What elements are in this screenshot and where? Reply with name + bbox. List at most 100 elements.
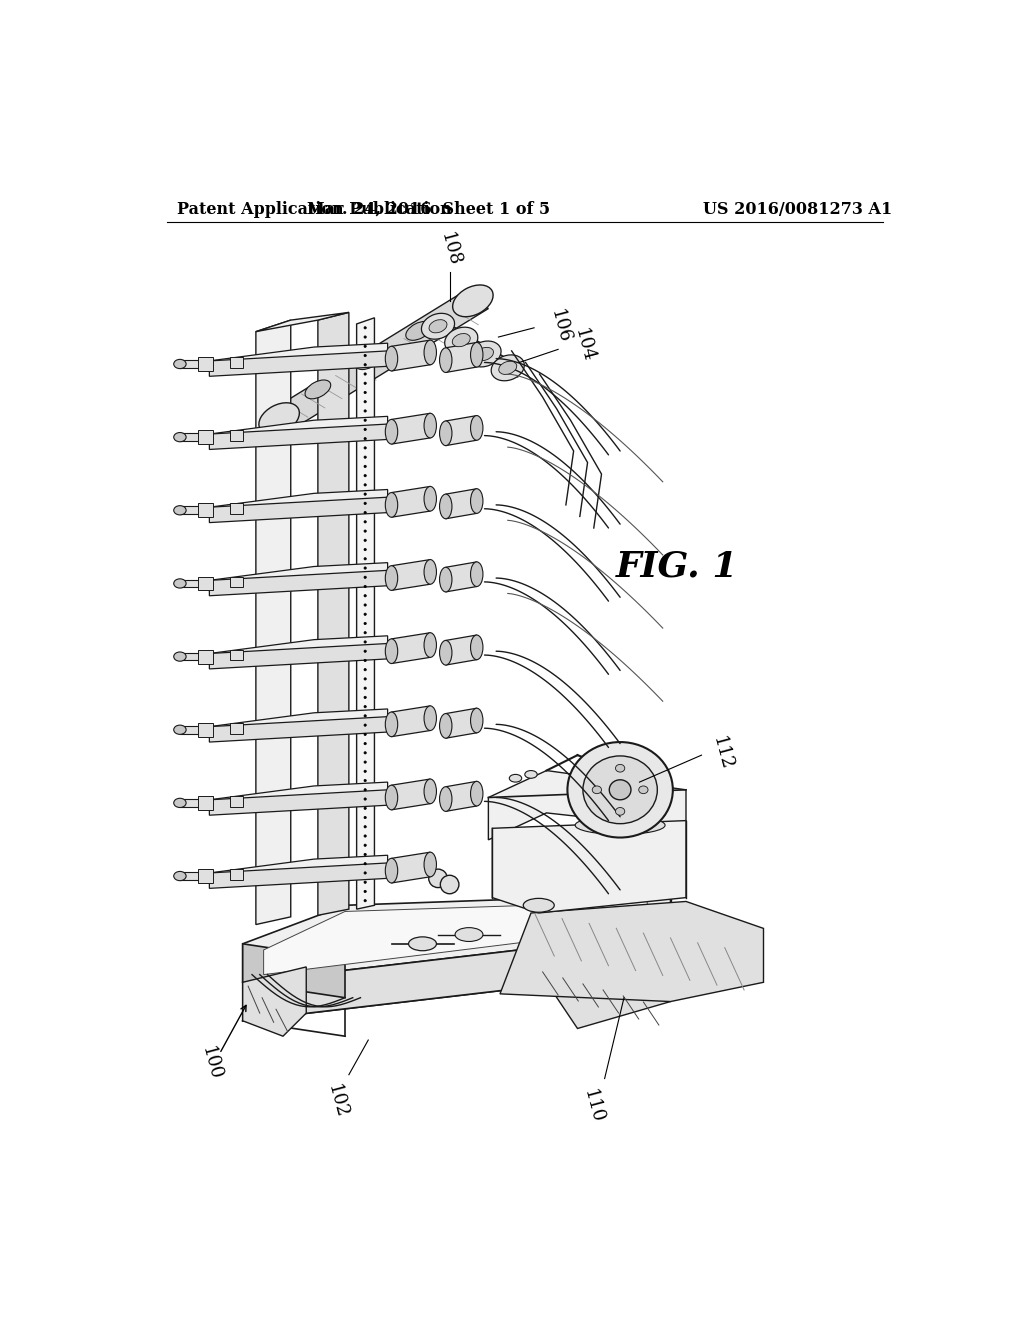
Polygon shape <box>198 430 213 444</box>
Text: 100: 100 <box>198 1044 224 1082</box>
Ellipse shape <box>364 566 367 569</box>
Ellipse shape <box>364 862 367 865</box>
Ellipse shape <box>364 825 367 828</box>
Polygon shape <box>445 635 477 665</box>
Polygon shape <box>539 932 671 1028</box>
Ellipse shape <box>364 520 367 523</box>
Polygon shape <box>198 577 213 590</box>
Ellipse shape <box>524 771 538 779</box>
Ellipse shape <box>364 871 367 874</box>
Polygon shape <box>445 342 477 372</box>
Ellipse shape <box>364 779 367 781</box>
Text: FIG. 1: FIG. 1 <box>615 549 738 583</box>
Ellipse shape <box>453 285 494 317</box>
Ellipse shape <box>364 751 367 754</box>
Ellipse shape <box>364 391 367 393</box>
Polygon shape <box>230 723 243 734</box>
Polygon shape <box>267 293 488 428</box>
Polygon shape <box>391 487 430 517</box>
Ellipse shape <box>364 696 367 698</box>
Polygon shape <box>209 789 388 816</box>
Ellipse shape <box>364 714 367 717</box>
Polygon shape <box>445 416 477 446</box>
Ellipse shape <box>364 880 367 883</box>
Ellipse shape <box>364 326 367 329</box>
Ellipse shape <box>471 342 483 367</box>
Ellipse shape <box>364 816 367 818</box>
Polygon shape <box>391 779 430 810</box>
Text: 104: 104 <box>571 326 598 364</box>
Ellipse shape <box>364 492 367 495</box>
Polygon shape <box>180 360 209 368</box>
Polygon shape <box>391 560 430 590</box>
Ellipse shape <box>385 420 397 444</box>
Ellipse shape <box>592 785 601 793</box>
Ellipse shape <box>305 380 331 399</box>
Polygon shape <box>256 313 349 331</box>
Polygon shape <box>445 488 477 519</box>
Ellipse shape <box>364 363 367 366</box>
Ellipse shape <box>492 355 524 380</box>
Ellipse shape <box>364 400 367 403</box>
Ellipse shape <box>364 335 367 338</box>
Polygon shape <box>209 424 388 449</box>
Ellipse shape <box>364 483 367 486</box>
Text: 112: 112 <box>710 735 735 772</box>
Ellipse shape <box>509 775 521 781</box>
Ellipse shape <box>422 313 455 339</box>
Polygon shape <box>230 869 243 880</box>
Polygon shape <box>391 706 430 737</box>
Ellipse shape <box>439 640 452 665</box>
Text: Patent Application Publication: Patent Application Publication <box>177 201 452 218</box>
Ellipse shape <box>499 362 517 375</box>
Ellipse shape <box>385 711 397 737</box>
Ellipse shape <box>364 723 367 726</box>
Ellipse shape <box>471 635 483 660</box>
Ellipse shape <box>385 639 397 664</box>
Polygon shape <box>230 430 243 441</box>
Ellipse shape <box>575 795 665 813</box>
Ellipse shape <box>364 733 367 735</box>
Polygon shape <box>209 636 388 664</box>
Polygon shape <box>209 562 388 591</box>
Ellipse shape <box>364 529 367 532</box>
Polygon shape <box>209 570 388 595</box>
Polygon shape <box>198 649 213 664</box>
Ellipse shape <box>424 632 436 657</box>
Ellipse shape <box>174 799 186 808</box>
Ellipse shape <box>364 455 367 458</box>
Polygon shape <box>500 902 764 1002</box>
Ellipse shape <box>439 421 452 446</box>
Polygon shape <box>209 490 388 517</box>
Polygon shape <box>209 717 388 742</box>
Ellipse shape <box>364 770 367 772</box>
Ellipse shape <box>424 853 436 876</box>
Ellipse shape <box>385 858 397 883</box>
Ellipse shape <box>364 668 367 671</box>
Ellipse shape <box>615 764 625 772</box>
Ellipse shape <box>429 319 447 333</box>
Polygon shape <box>243 944 345 998</box>
Ellipse shape <box>406 322 431 341</box>
Ellipse shape <box>364 594 367 597</box>
Ellipse shape <box>364 622 367 624</box>
Polygon shape <box>209 781 388 810</box>
Ellipse shape <box>429 869 447 887</box>
Ellipse shape <box>364 354 367 356</box>
Ellipse shape <box>475 347 494 360</box>
Ellipse shape <box>575 805 665 824</box>
Polygon shape <box>209 863 388 888</box>
Polygon shape <box>180 653 209 660</box>
Ellipse shape <box>364 843 367 846</box>
Ellipse shape <box>385 785 397 809</box>
Ellipse shape <box>523 899 554 912</box>
Polygon shape <box>230 796 243 807</box>
Ellipse shape <box>583 756 657 824</box>
Ellipse shape <box>364 705 367 708</box>
Ellipse shape <box>439 348 452 372</box>
Ellipse shape <box>364 474 367 477</box>
Ellipse shape <box>174 652 186 661</box>
Ellipse shape <box>174 506 186 515</box>
Ellipse shape <box>364 788 367 791</box>
Ellipse shape <box>439 714 452 738</box>
